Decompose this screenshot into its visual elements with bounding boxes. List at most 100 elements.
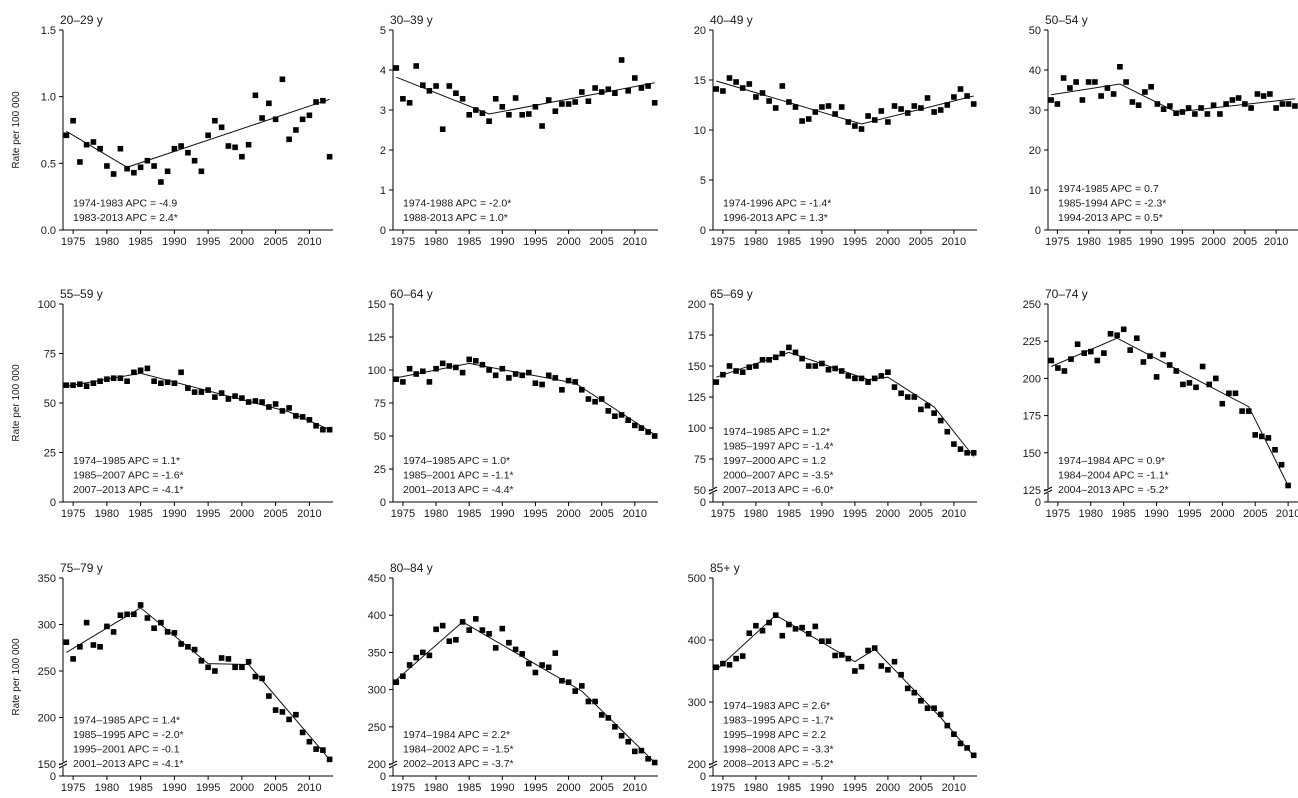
data-point [1134, 335, 1140, 341]
x-tick-label: 2010 [297, 508, 321, 520]
data-point [918, 105, 924, 111]
x-tick-label: 1995 [523, 236, 547, 248]
data-point [733, 368, 739, 374]
data-point [191, 157, 198, 164]
data-point [446, 638, 453, 644]
data-point [598, 396, 605, 402]
data-point [466, 627, 472, 633]
data-point [579, 89, 585, 95]
data-point [898, 106, 904, 112]
y-axis-label: Rate per 100 000 [11, 91, 22, 169]
data-point [158, 619, 164, 626]
apc-annotation: 1988-2013 APC = 1.0* [403, 212, 508, 224]
data-point [898, 390, 904, 397]
data-point [144, 615, 151, 621]
data-point [1193, 384, 1199, 391]
x-tick-label: 1980 [424, 782, 448, 794]
y-tick-label: 40 [1029, 65, 1041, 77]
data-point [266, 100, 272, 107]
data-point [812, 109, 819, 115]
trend-line [716, 80, 974, 125]
apc-annotation: 1985-1994 APC = -2.3* [1058, 198, 1166, 210]
apc-annotation: 1994-2013 APC = 0.5* [1058, 212, 1163, 224]
data-point [104, 376, 110, 382]
apc-annotation: 1985–2001 APC = -1.1* [403, 470, 514, 482]
data-point [1192, 111, 1198, 117]
data-point [212, 668, 218, 674]
x-tick-label: 1980 [1079, 508, 1103, 520]
y-tick-label: 175 [688, 330, 706, 342]
x-tick-label: 1985 [1108, 236, 1132, 248]
y-tick-label: 400 [688, 635, 706, 647]
data-point [413, 371, 419, 377]
data-point [572, 688, 578, 694]
data-point [83, 619, 90, 626]
y-tick-label: 125 [1023, 485, 1041, 497]
data-point [739, 369, 746, 375]
apc-annotation: 1995–2001 APC = -0.1 [73, 744, 180, 756]
data-point [1245, 408, 1252, 414]
data-point [259, 399, 265, 405]
data-point [552, 650, 559, 656]
data-point [433, 83, 439, 89]
data-point [212, 394, 218, 400]
data-point [1173, 110, 1179, 116]
y-tick-label: 30 [1029, 105, 1041, 117]
data-point [805, 363, 812, 369]
data-point [293, 127, 299, 133]
panel-title: 55–59 y [60, 287, 103, 301]
data-point [819, 360, 825, 367]
y-tick-label: 50 [1029, 25, 1041, 37]
x-tick-label: 1990 [810, 782, 834, 794]
x-tick-label: 2000 [1210, 508, 1234, 520]
x-tick-label: 1975 [61, 782, 85, 794]
data-point [645, 756, 651, 762]
data-point [871, 117, 878, 123]
data-point [832, 111, 838, 117]
apc-annotation: 1985–1995 APC = -2.0* [73, 729, 184, 741]
y-tick-label: 200 [688, 759, 706, 771]
axis-break-stroke [388, 763, 398, 769]
data-point [77, 644, 83, 650]
y-tick-label: 350 [38, 573, 56, 585]
data-point [891, 658, 898, 665]
y-tick-label: 250 [368, 722, 386, 734]
data-point [198, 658, 205, 664]
panel-title: 60–64 y [390, 287, 433, 301]
data-point [232, 393, 238, 399]
data-point [746, 364, 753, 370]
data-point [1210, 102, 1217, 108]
axis-break-stroke [1043, 489, 1053, 495]
y-tick-label: 100 [688, 423, 706, 435]
data-point [506, 375, 512, 381]
data-point [1273, 105, 1279, 111]
x-tick-label: 2005 [909, 508, 933, 520]
data-point [612, 90, 618, 96]
x-tick-label: 1980 [744, 782, 768, 794]
data-point [845, 373, 852, 379]
data-point [499, 365, 506, 372]
data-point [453, 364, 459, 371]
x-tick-label: 2000 [876, 236, 900, 248]
x-tick-label: 2010 [942, 782, 966, 794]
data-point [426, 88, 433, 94]
y-tick-label: 0 [1035, 225, 1041, 237]
data-point [1107, 331, 1114, 337]
apc-annotation: 1974–1983 APC = 2.6* [723, 700, 830, 712]
data-point [272, 401, 279, 407]
data-point [891, 103, 898, 109]
x-tick-label: 1980 [744, 236, 768, 248]
data-point [420, 649, 426, 656]
data-point [871, 375, 878, 382]
trend-line [396, 362, 655, 436]
data-point [779, 350, 786, 357]
x-tick-label: 1990 [162, 782, 186, 794]
data-point [459, 369, 466, 376]
data-point [592, 85, 598, 91]
data-point [1153, 374, 1160, 380]
y-tick-label: 0 [380, 497, 386, 509]
data-point [239, 664, 245, 671]
data-point [400, 673, 406, 679]
apc-annotation: 2001–2013 APC = -4.4* [403, 484, 514, 496]
